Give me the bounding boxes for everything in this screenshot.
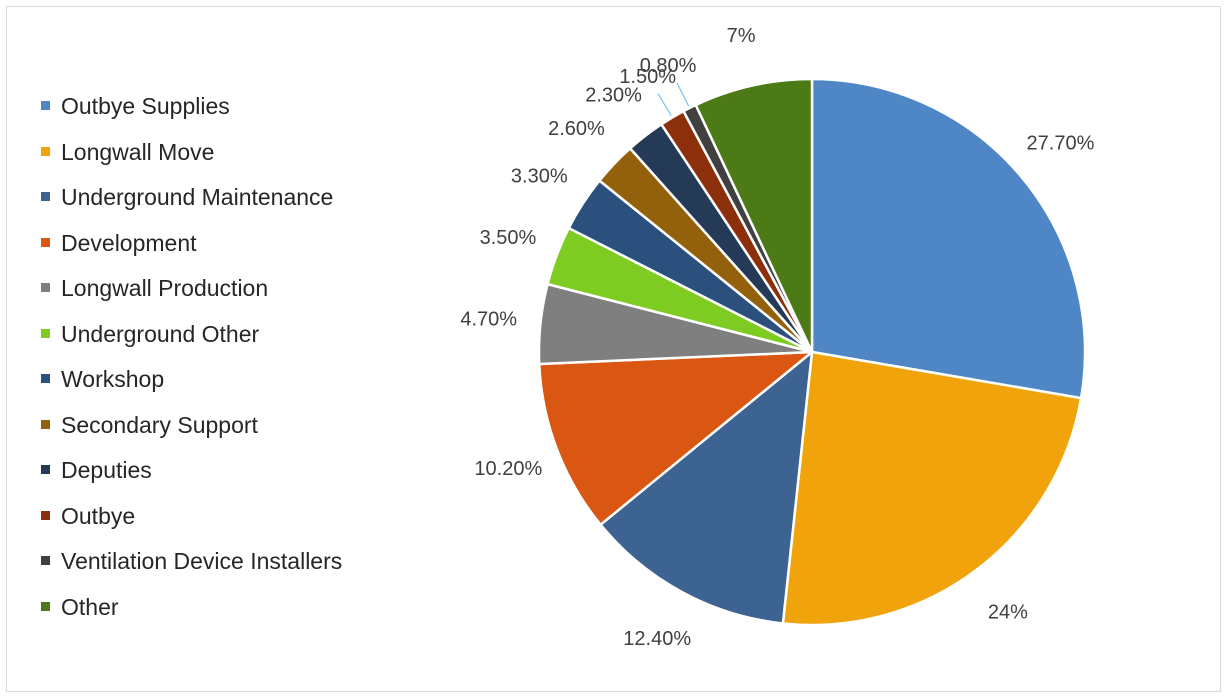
leader-line	[676, 82, 690, 107]
legend-label: Outbye	[61, 502, 136, 529]
legend-swatch	[41, 510, 50, 520]
legend-swatch	[41, 556, 50, 565]
legend-swatch	[41, 192, 50, 201]
legend-label: Ventilation Device Installers	[61, 548, 343, 574]
data-label: 7%	[727, 25, 756, 47]
legend-label: Development	[61, 229, 197, 256]
legend-label: Other	[61, 593, 119, 620]
leader-line	[657, 93, 672, 117]
legend-label: Outbye Supplies	[61, 93, 230, 119]
legend-swatch	[41, 465, 50, 474]
legend-label: Longwall Production	[61, 275, 269, 301]
data-label: 2.30%	[585, 85, 642, 107]
legend-label: Longwall Move	[61, 138, 215, 165]
pie-slice	[781, 350, 1083, 627]
data-label: 3.30%	[511, 165, 568, 187]
legend-swatch	[41, 374, 50, 383]
pie-chart: 27.70% 24% 12.40% 10.20% 4.70% 3.50% 3.30% 2.60…	[460, 25, 1095, 650]
data-label: 1.50%	[619, 66, 676, 88]
legend-swatch	[41, 146, 50, 156]
pie-slice	[599, 350, 814, 625]
legend-swatch	[41, 283, 50, 292]
legend-swatch	[41, 601, 50, 611]
legend-label: Deputies	[61, 457, 152, 483]
data-label: 24%	[988, 601, 1028, 623]
legend-swatch	[41, 101, 50, 110]
legend-label: Workshop	[61, 366, 165, 392]
legend-label: Underground Maintenance	[61, 184, 334, 210]
data-label: 10.20%	[474, 458, 542, 480]
legend-swatch	[41, 419, 50, 429]
pie-slice	[810, 77, 1087, 400]
legend-label: Underground Other	[61, 320, 260, 347]
data-label: 3.50%	[480, 227, 537, 249]
chart-frame: Outbye Supplies Longwall Move Underground …	[6, 6, 1221, 692]
data-label: 12.40%	[623, 628, 691, 650]
legend-swatch	[41, 328, 50, 338]
data-label: 0.80%	[640, 55, 697, 77]
data-label: 4.70%	[460, 308, 517, 330]
data-label: 27.70%	[1027, 132, 1095, 154]
legend-label: Secondary Support	[61, 411, 258, 438]
pie-slice	[538, 350, 814, 526]
pie-slice	[694, 77, 814, 354]
legend-swatch	[41, 237, 50, 247]
data-label: 2.60%	[548, 118, 605, 140]
